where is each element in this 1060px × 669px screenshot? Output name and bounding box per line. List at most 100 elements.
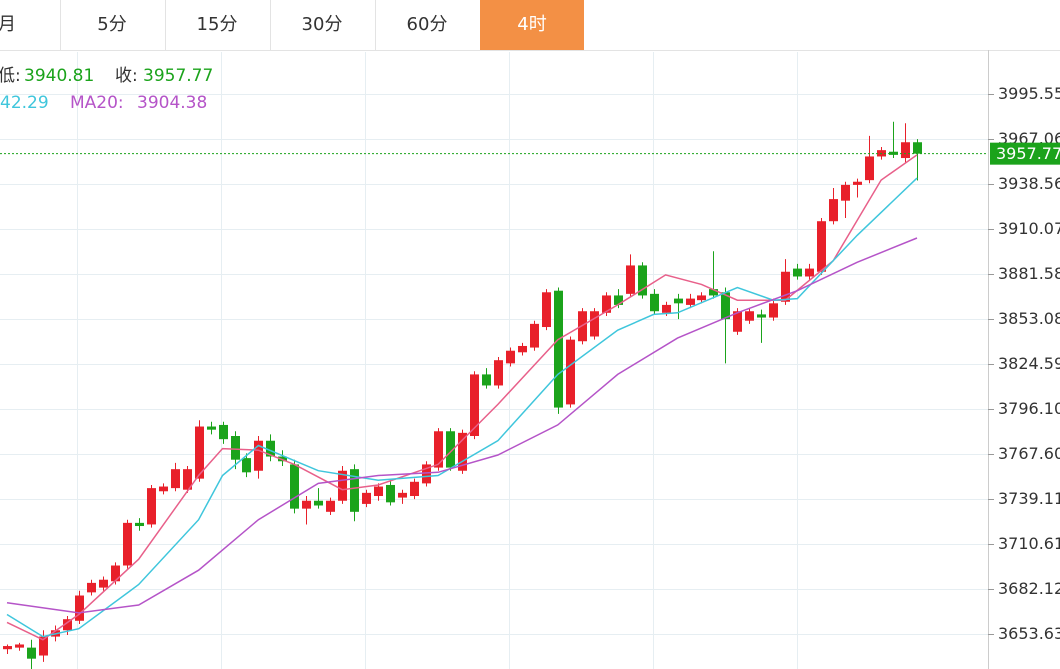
candle-body — [686, 298, 695, 305]
candle-body — [470, 374, 479, 437]
candle-body — [494, 360, 503, 386]
candle-body — [99, 579, 108, 588]
candle-body — [638, 265, 647, 296]
y-tick-label: 3653.63 — [998, 624, 1060, 643]
tab[interactable]: 4时 — [517, 14, 546, 35]
candle-body — [123, 522, 132, 566]
tab[interactable]: 30分 — [302, 14, 343, 35]
candle-body — [3, 646, 12, 650]
candle-body — [195, 426, 204, 479]
low-value: 3940.81 — [24, 66, 94, 86]
ma20-label: MA20: — [70, 93, 124, 113]
candle-body — [374, 486, 383, 497]
candle-body — [578, 311, 587, 342]
candle-body — [901, 142, 910, 159]
ma-line — [6, 154, 918, 641]
y-tick-label: 3682.12 — [998, 579, 1060, 598]
candle-body — [434, 431, 443, 468]
candle-body — [805, 268, 814, 277]
candle-body — [87, 582, 96, 593]
candle-body — [147, 488, 156, 525]
last-price-label: 3957.77 — [996, 144, 1060, 163]
close-value: 3957.77 — [143, 66, 213, 86]
tab[interactable]: 5分 — [97, 14, 126, 35]
candle-body — [135, 522, 144, 527]
candle-body — [231, 436, 240, 460]
candle-body — [709, 289, 718, 296]
y-tick-label: 3824.59 — [998, 354, 1060, 373]
close-label: 收: — [115, 66, 138, 86]
candle-body — [781, 271, 790, 302]
candle-body — [398, 492, 407, 498]
candle-body — [111, 565, 120, 582]
y-tick-label: 3767.60 — [998, 444, 1060, 463]
candle-body — [386, 484, 395, 503]
candle-body — [75, 595, 84, 621]
tab-bar: 月 5分 15分 30分 60分 4时 — [0, 0, 1060, 51]
candle-body — [865, 156, 874, 181]
candle-body — [422, 464, 431, 484]
candle-body — [769, 303, 778, 318]
candle-body — [290, 464, 299, 509]
plot-area — [0, 121, 988, 669]
candle-body — [697, 295, 706, 301]
candle-body — [362, 492, 371, 504]
candle-body — [518, 345, 527, 353]
legend: 低: 3940.81 收: 3957.77 42.29 MA20: 3904.3… — [0, 66, 213, 113]
candle-body — [829, 199, 838, 222]
candle-body — [242, 458, 251, 473]
candle-body — [745, 311, 754, 321]
tab-active-bg — [480, 0, 584, 50]
y-axis: 3995.553967.063938.563910.073881.583853.… — [988, 84, 1060, 643]
tab[interactable]: 15分 — [197, 14, 238, 35]
candle-body — [458, 432, 467, 471]
y-tick-label: 3938.56 — [998, 174, 1060, 193]
candle-body — [626, 265, 635, 294]
candle-body — [554, 290, 563, 408]
candle-body — [757, 314, 766, 318]
tab[interactable]: 月 — [0, 14, 16, 35]
candle-body — [39, 636, 48, 656]
y-tick-label: 3881.58 — [998, 264, 1060, 283]
y-tick-label: 3853.08 — [998, 309, 1060, 328]
candle-body — [733, 311, 742, 332]
candle-body — [326, 500, 335, 512]
candle-body — [15, 644, 24, 648]
ma20-value: 3904.38 — [137, 93, 207, 113]
candle-body — [853, 181, 862, 185]
candle-body — [674, 298, 683, 304]
candle-body — [913, 142, 922, 154]
candle-body — [817, 221, 826, 272]
candle-body — [530, 323, 539, 348]
y-tick-label: 3710.61 — [998, 534, 1060, 553]
candle-body — [506, 350, 515, 364]
candle-body — [266, 440, 275, 457]
candle-body — [542, 292, 551, 328]
candle-body — [614, 295, 623, 305]
candle-body — [566, 339, 575, 405]
candle-body — [662, 304, 671, 313]
low-label: 低: — [0, 66, 21, 86]
candle-body — [254, 440, 263, 471]
candle-body — [314, 500, 323, 506]
y-tick-label: 3739.11 — [998, 489, 1060, 508]
y-tick-label: 3796.10 — [998, 399, 1060, 418]
y-tick-label: 3910.07 — [998, 219, 1060, 238]
ma10-value: 42.29 — [0, 93, 49, 113]
last-price-box — [990, 142, 1060, 165]
candle-body — [207, 426, 216, 430]
candle-body — [159, 486, 168, 492]
candle-body — [171, 469, 180, 489]
candle-body — [63, 619, 72, 631]
candle-body — [302, 500, 311, 509]
candle-body — [602, 295, 611, 313]
candle-body — [482, 374, 491, 386]
candle-body — [338, 470, 347, 501]
tab[interactable]: 60分 — [407, 14, 448, 35]
candle-body — [27, 647, 36, 659]
candle-body — [219, 424, 228, 440]
ma-line — [6, 237, 918, 614]
candle-body — [183, 469, 192, 490]
